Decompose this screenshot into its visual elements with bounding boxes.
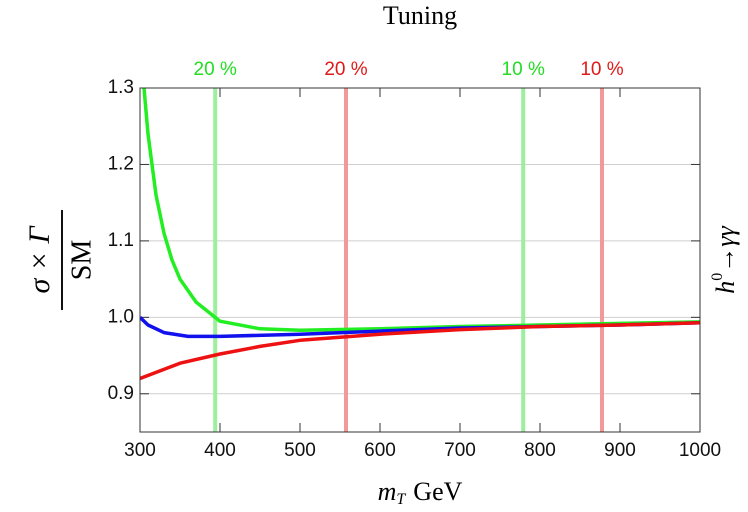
y-tick-label: 0.9 <box>108 383 134 404</box>
tuning-label: 20 % <box>194 59 237 80</box>
right-label: h0→γγ <box>709 226 740 294</box>
x-tick-label: 300 <box>124 440 156 461</box>
x-tick-label: 900 <box>604 440 636 461</box>
y-tick-label: 1.1 <box>108 230 134 251</box>
right-label-base: h <box>711 281 740 294</box>
y-tick-label: 1.0 <box>108 306 134 327</box>
plot-frame <box>139 87 701 433</box>
y-label-denominator: SM <box>66 240 97 281</box>
series-line <box>140 320 700 381</box>
y-tick-label: 1.2 <box>108 153 134 174</box>
chart-title: Tuning <box>383 1 457 30</box>
plot-lines <box>140 88 700 381</box>
right-label-sup: 0 <box>709 273 726 281</box>
x-tick-label: 600 <box>364 440 396 461</box>
series-line <box>142 88 700 333</box>
x-tick-label: 500 <box>284 440 316 461</box>
x-tick-label: 1000 <box>679 440 721 461</box>
x-axis-label: mT GeV <box>378 477 463 508</box>
y-tick-label: 1.3 <box>108 77 134 98</box>
y-axis-label: σ × Γ SM <box>23 210 97 310</box>
x-label-var: m <box>378 477 397 506</box>
tuning-label: 20 % <box>324 59 367 80</box>
x-tick-label: 700 <box>444 440 476 461</box>
x-tick-label: 800 <box>524 440 556 461</box>
tuning-label: 10 % <box>580 59 623 80</box>
x-label-sub: T <box>396 491 406 508</box>
x-label-unit: GeV <box>413 477 462 506</box>
x-tick-label: 400 <box>204 440 236 461</box>
right-label-rest: →γγ <box>711 226 740 273</box>
y-label-numerator: σ × Γ <box>23 225 56 294</box>
tuning-label: 10 % <box>502 59 545 80</box>
